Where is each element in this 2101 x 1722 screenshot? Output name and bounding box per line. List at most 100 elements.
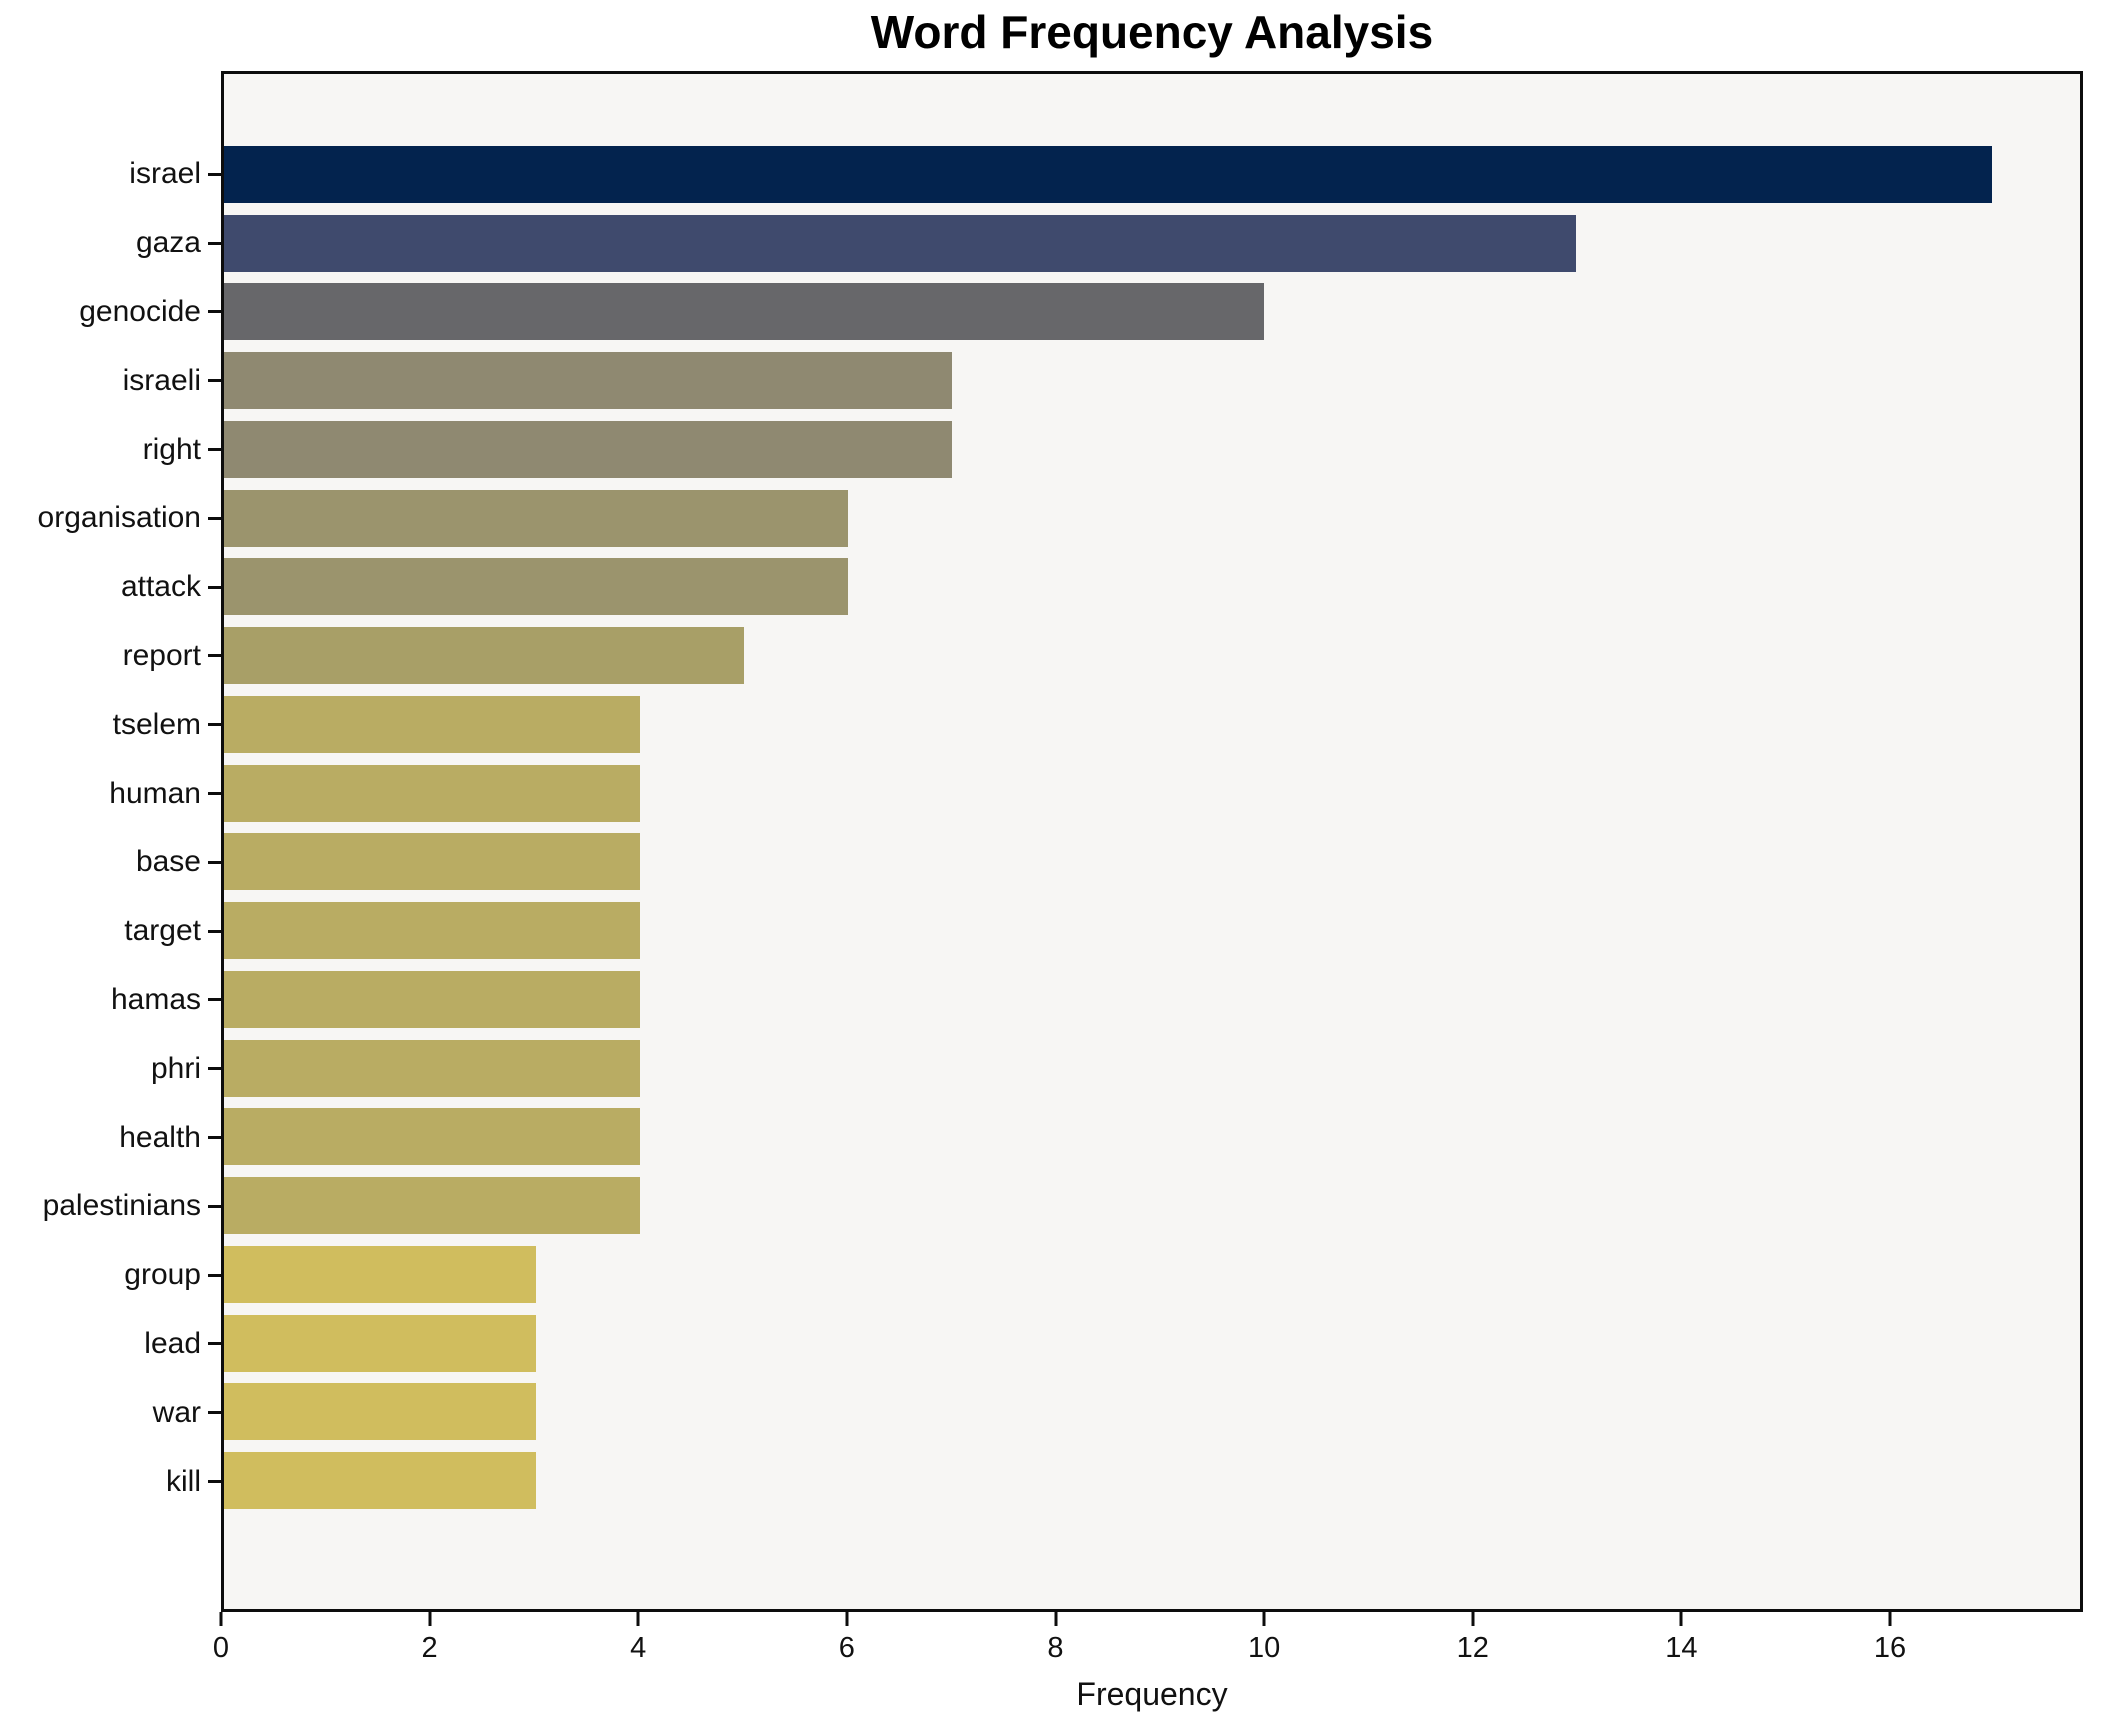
y-row: health bbox=[0, 1103, 221, 1172]
bar-organisation bbox=[224, 489, 848, 547]
y-tick-label-israeli: israeli bbox=[122, 363, 201, 397]
y-tick-mark bbox=[208, 310, 221, 314]
bar-phri bbox=[224, 1039, 640, 1097]
bar-row bbox=[224, 1034, 2080, 1103]
y-tick-label-target: target bbox=[124, 914, 201, 948]
x-tick-label-14: 14 bbox=[1665, 1632, 1698, 1664]
bar-row bbox=[224, 759, 2080, 828]
y-row: report bbox=[0, 622, 221, 691]
bars-container bbox=[224, 140, 2080, 1515]
y-tick-mark bbox=[208, 1136, 221, 1140]
bar-row bbox=[224, 1171, 2080, 1240]
y-tick-label-lead: lead bbox=[144, 1326, 201, 1360]
bar-target bbox=[224, 902, 640, 960]
x-tick-mark bbox=[845, 1612, 849, 1626]
x-tick-label-0: 0 bbox=[212, 1632, 230, 1664]
bar-row bbox=[224, 1240, 2080, 1309]
y-tick-mark bbox=[208, 379, 221, 383]
bar-group bbox=[224, 1245, 536, 1303]
y-row: israeli bbox=[0, 346, 221, 415]
y-tick-label-phri: phri bbox=[150, 1051, 201, 1085]
x-tick-label-6: 6 bbox=[838, 1632, 855, 1664]
bar-row bbox=[224, 965, 2080, 1034]
y-tick-mark bbox=[208, 1204, 221, 1208]
x-tick-label-4: 4 bbox=[630, 1632, 647, 1664]
x-tick-label-10: 10 bbox=[1247, 1632, 1281, 1664]
x-tick-mark bbox=[1679, 1612, 1683, 1626]
y-row: phri bbox=[0, 1034, 221, 1103]
y-tick-label-gaza: gaza bbox=[135, 226, 201, 260]
chart-title: Word Frequency Analysis bbox=[870, 6, 1434, 58]
y-tick-label-report: report bbox=[122, 638, 201, 672]
bar-israeli bbox=[224, 352, 952, 410]
bar-palestinians bbox=[224, 1177, 640, 1235]
x-axis: 0 2 4 6 8 10 12 14 16 bbox=[213, 1612, 2083, 1682]
bar-gaza bbox=[224, 214, 1576, 272]
y-tick-mark bbox=[208, 1480, 221, 1484]
bar-hamas bbox=[224, 970, 640, 1028]
y-tick-mark bbox=[208, 654, 221, 658]
y-row: lead bbox=[0, 1310, 221, 1379]
bar-report bbox=[224, 627, 744, 685]
y-row: genocide bbox=[0, 278, 221, 347]
bar-row bbox=[224, 415, 2080, 484]
bar-war bbox=[224, 1383, 536, 1441]
bar-row bbox=[224, 553, 2080, 622]
y-tick-mark bbox=[208, 1273, 221, 1277]
x-tick-mark bbox=[1888, 1612, 1892, 1626]
y-row: israel bbox=[0, 140, 221, 209]
x-tick-mark bbox=[1471, 1612, 1475, 1626]
y-tick-label-health: health bbox=[119, 1120, 201, 1154]
bar-row bbox=[224, 621, 2080, 690]
bar-tselem bbox=[224, 695, 640, 753]
y-tick-mark bbox=[208, 929, 221, 933]
y-row: human bbox=[0, 759, 221, 828]
bar-row bbox=[224, 209, 2080, 278]
y-tick-label-human: human bbox=[109, 776, 201, 810]
y-tick-label-genocide: genocide bbox=[79, 294, 201, 328]
x-tick-mark bbox=[219, 1612, 223, 1626]
bar-genocide bbox=[224, 283, 1264, 341]
bar-row bbox=[224, 896, 2080, 965]
x-tick-label-8: 8 bbox=[1047, 1632, 1064, 1664]
y-row: right bbox=[0, 415, 221, 484]
bar-human bbox=[224, 764, 640, 822]
y-row: palestinians bbox=[0, 1172, 221, 1241]
y-tick-label-kill: kill bbox=[166, 1464, 201, 1498]
x-tick-label-16: 16 bbox=[1873, 1632, 1907, 1664]
y-row: target bbox=[0, 897, 221, 966]
x-axis-title: Frequency bbox=[1076, 1676, 1228, 1712]
bar-health bbox=[224, 1108, 640, 1166]
y-axis-labels: israel gaza genocide israeli right organisati… bbox=[0, 140, 221, 1516]
bar-row bbox=[224, 1309, 2080, 1378]
y-row: tselem bbox=[0, 690, 221, 759]
y-tick-mark bbox=[208, 585, 221, 589]
bar-row bbox=[224, 278, 2080, 347]
y-row: group bbox=[0, 1241, 221, 1310]
bar-row bbox=[224, 690, 2080, 759]
y-tick-mark bbox=[208, 516, 221, 520]
y-tick-label-palestinians: palestinians bbox=[42, 1189, 201, 1223]
bar-row bbox=[224, 484, 2080, 553]
y-row: organisation bbox=[0, 484, 221, 553]
y-tick-mark bbox=[208, 241, 221, 245]
bar-row bbox=[224, 140, 2080, 209]
y-tick-mark bbox=[208, 860, 221, 864]
y-row: base bbox=[0, 828, 221, 897]
y-tick-mark bbox=[208, 998, 221, 1002]
bar-attack bbox=[224, 558, 848, 616]
y-tick-label-hamas: hamas bbox=[110, 982, 201, 1016]
y-tick-label-war: war bbox=[152, 1395, 201, 1429]
x-tick-mark bbox=[1262, 1612, 1266, 1626]
bar-row bbox=[224, 828, 2080, 897]
x-tick-mark bbox=[1054, 1612, 1057, 1626]
y-tick-mark bbox=[208, 1411, 221, 1415]
y-tick-mark bbox=[208, 792, 221, 796]
y-tick-mark bbox=[208, 448, 221, 452]
y-tick-label-organisation: organisation bbox=[37, 501, 201, 535]
y-row: hamas bbox=[0, 966, 221, 1035]
y-tick-label-right: right bbox=[142, 432, 201, 466]
x-tick-label-2: 2 bbox=[421, 1632, 438, 1664]
x-tick-label-12: 12 bbox=[1456, 1632, 1489, 1664]
